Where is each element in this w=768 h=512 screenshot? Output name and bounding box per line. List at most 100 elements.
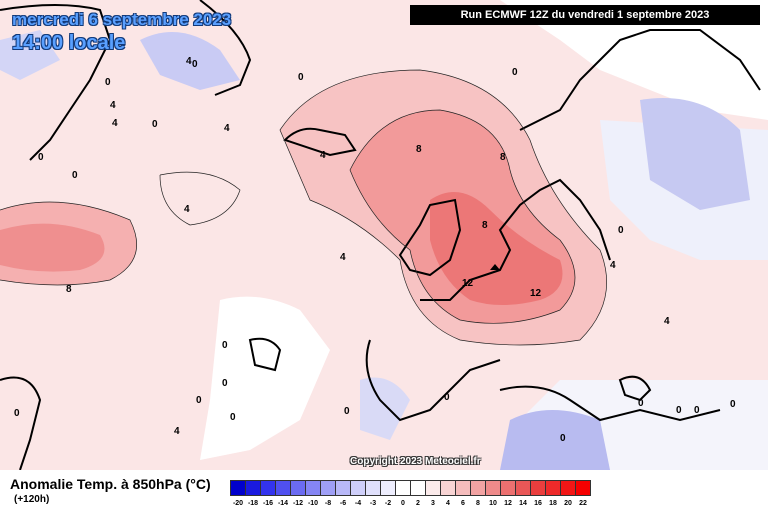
scale-swatch xyxy=(545,480,561,496)
warm-area-atlantic-core xyxy=(0,223,105,272)
scale-swatch xyxy=(470,480,486,496)
coastline-greece xyxy=(618,375,652,402)
scale-swatch xyxy=(425,480,441,496)
scale-label: 2 xyxy=(416,500,420,507)
scale-label: -20 xyxy=(232,500,244,507)
contour-label: 4 xyxy=(110,100,116,111)
contour-label: 0 xyxy=(694,405,700,416)
scale-label: -18 xyxy=(247,500,259,507)
contour-label: 4 xyxy=(174,426,180,437)
contour-label: 0 xyxy=(344,406,350,417)
contour-8 xyxy=(349,109,576,324)
scale-label: 20 xyxy=(564,500,572,507)
scale-label: 8 xyxy=(476,500,480,507)
contour-label: 0 xyxy=(222,378,228,389)
scale-swatch xyxy=(440,480,456,496)
scale-swatch xyxy=(230,480,246,496)
contour-label: 0 xyxy=(638,398,644,409)
contour-label: 4 xyxy=(664,316,670,327)
contour-label: 4 xyxy=(224,123,230,134)
contour-label: 4 xyxy=(340,252,346,263)
forecast-date: mercredi 6 septembre 2023 xyxy=(12,10,232,29)
cold-area-west xyxy=(0,30,60,80)
coastline-british-isles xyxy=(398,198,462,277)
scale-swatch xyxy=(515,480,531,496)
contour-label: 12 xyxy=(530,288,542,299)
scale-swatch xyxy=(560,480,576,496)
coastline-europe-north xyxy=(420,178,611,301)
contour-label: 8 xyxy=(500,152,506,163)
scale-label: -4 xyxy=(354,500,362,507)
scale-label: -2 xyxy=(384,500,392,507)
scale-swatch xyxy=(500,480,516,496)
scale-label: 10 xyxy=(489,500,497,507)
contour-label: 8 xyxy=(482,220,488,231)
contour-label: 4 xyxy=(610,260,616,271)
coastline-iberia xyxy=(365,339,501,422)
scale-label: -3 xyxy=(369,500,377,507)
coastline-azores xyxy=(248,337,282,372)
scale-label: -14 xyxy=(277,500,289,507)
contour-label: 0 xyxy=(298,72,304,83)
scale-swatch xyxy=(305,480,321,496)
scale-swatch xyxy=(410,480,426,496)
contour-label: 0 xyxy=(222,340,228,351)
warm-area-core xyxy=(430,192,563,305)
scale-swatch xyxy=(485,480,501,496)
contour-label: 12 xyxy=(462,278,474,289)
contours xyxy=(0,69,607,346)
scale-swatch xyxy=(260,480,276,496)
contour-4-mid xyxy=(159,171,241,226)
contour-label: 0 xyxy=(192,59,198,70)
cold-area-russia xyxy=(640,98,750,210)
scale-label: -8 xyxy=(324,500,332,507)
scale-label: 18 xyxy=(549,500,557,507)
cold-area-iberia xyxy=(360,377,410,440)
scale-swatch xyxy=(380,480,396,496)
coastline-greenland-east xyxy=(199,0,252,96)
scale-label: 6 xyxy=(461,500,465,507)
scale-swatch xyxy=(455,480,471,496)
contour-label: 0 xyxy=(444,392,450,403)
contour-label: 0 xyxy=(560,433,566,444)
contour-4 xyxy=(279,69,607,346)
scale-label: -16 xyxy=(262,500,274,507)
legend-panel: Anomalie Temp. à 850hPa (°C) (+120h) -20… xyxy=(0,470,768,512)
contour-label: 4 xyxy=(320,150,326,161)
coastline-scandinavia xyxy=(519,29,761,131)
legend-title: Anomalie Temp. à 850hPa (°C) xyxy=(10,476,211,492)
coastline-greenland-west xyxy=(0,4,112,161)
scale-swatch xyxy=(335,480,351,496)
contour-label: 0 xyxy=(72,170,78,181)
scale-swatch xyxy=(320,480,336,496)
cold-area-greenland xyxy=(140,32,240,90)
weather-map: 0 0 0 0 0 0 0 0 0 0 0 0 0 0 0 0 0 0 0 0 … xyxy=(0,0,768,470)
scale-label: 12 xyxy=(504,500,512,507)
scale-label: 0 xyxy=(401,500,405,507)
coastline-west-bottom xyxy=(0,376,42,470)
contour-label: 0 xyxy=(618,225,624,236)
contour-label: 8 xyxy=(66,284,72,295)
contour-label: 0 xyxy=(512,67,518,78)
contour-label: 0 xyxy=(152,119,158,130)
color-scale xyxy=(230,480,591,496)
scale-swatch xyxy=(575,480,591,496)
contour-label: 0 xyxy=(676,405,682,416)
contour-label: 4 xyxy=(186,56,192,67)
scale-swatch xyxy=(395,480,411,496)
contour-label: 0 xyxy=(105,77,111,88)
coastline-africa-north xyxy=(499,385,721,422)
max-marker-icon xyxy=(490,264,500,270)
coastline-iceland xyxy=(283,127,357,157)
copyright: Copyright 2023 Meteociel.fr xyxy=(350,456,481,467)
neutral-zone-atlantic xyxy=(200,296,330,460)
scale-label: 16 xyxy=(534,500,542,507)
scale-swatch xyxy=(365,480,381,496)
contour-label: 0 xyxy=(730,399,736,410)
scale-swatch xyxy=(245,480,261,496)
scale-label: -12 xyxy=(292,500,304,507)
contour-label: 0 xyxy=(38,152,44,163)
forecast-time: 14:00 locale xyxy=(12,32,126,54)
coastlines xyxy=(0,0,761,470)
scale-swatch xyxy=(350,480,366,496)
